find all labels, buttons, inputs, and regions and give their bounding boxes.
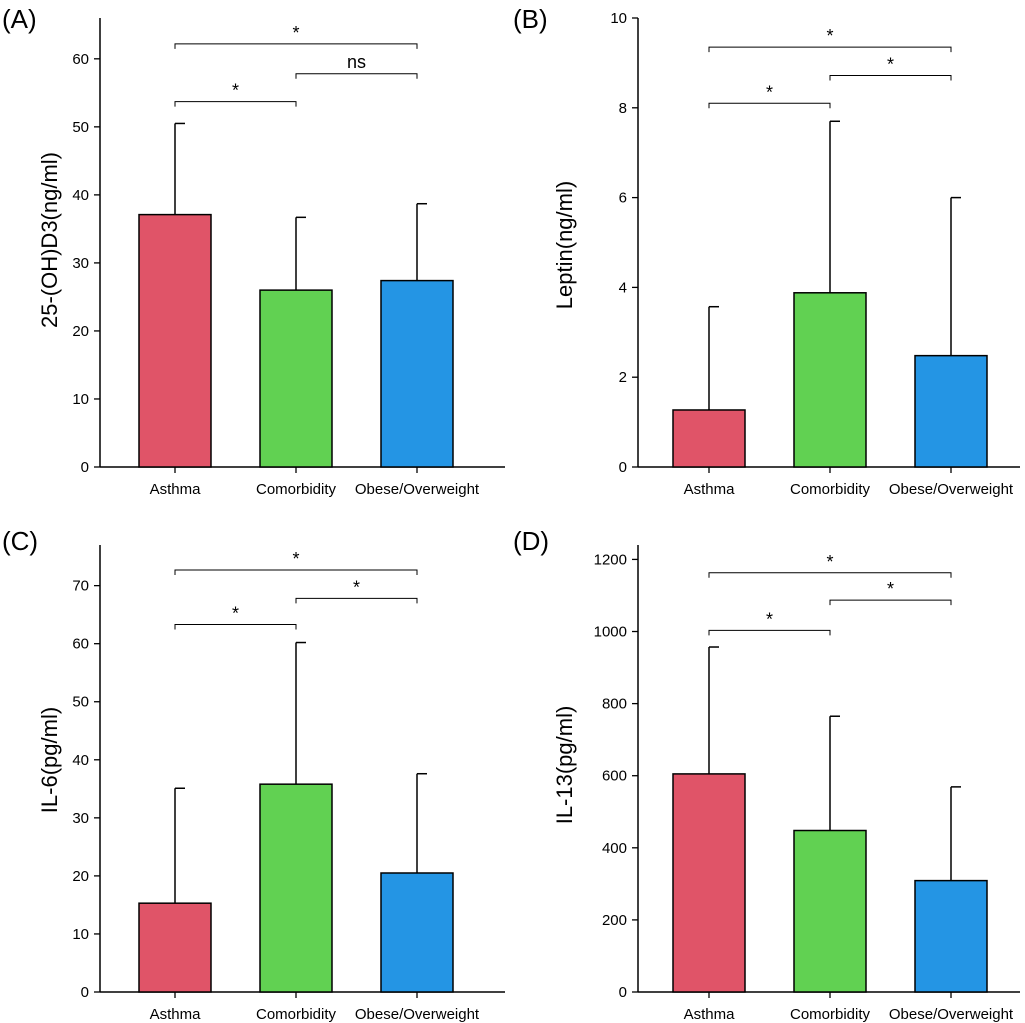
significance-bracket: [295, 73, 418, 79]
bar-asthma: [138, 902, 212, 993]
y-tick-label: 20: [72, 868, 89, 885]
panel-c: (C) IL-6(pg/ml) 0 10 20 30 40 50 60 70 Asthma Comor…: [2, 526, 505, 1023]
x-tick-label: Comorbidity: [256, 481, 337, 498]
x-tick-label: Comorbidity: [790, 481, 871, 498]
significance-bracket: [295, 597, 418, 604]
significance-bracket: [708, 102, 831, 109]
significance-label: *: [766, 609, 773, 629]
y-tick-label: 0: [81, 459, 89, 476]
x-tick-label: Asthma: [684, 1006, 736, 1023]
significance-bracket: [829, 74, 952, 81]
y-tick-label: 30: [72, 810, 89, 827]
y-axis-label: IL-6(pg/ml): [37, 707, 62, 813]
significance-label: *: [292, 23, 299, 43]
significance-bracket: [829, 599, 952, 606]
y-tick-label: 1200: [594, 551, 627, 568]
x-tick-label: Obese/Overweight: [889, 481, 1014, 498]
y-tick-label: 60: [72, 636, 89, 653]
y-tick-label: 800: [602, 696, 627, 713]
panel-letter: (A): [2, 4, 37, 34]
significance-label: *: [292, 549, 299, 569]
significance-label: *: [887, 54, 894, 74]
significance-label: ns: [347, 52, 366, 72]
y-tick-label: 0: [619, 984, 627, 1001]
x-tick-label: Comorbidity: [790, 1006, 871, 1023]
y-axis-label: IL-13(pg/ml): [552, 706, 577, 825]
y-tick-label: 200: [602, 912, 627, 929]
y-tick-label: 30: [72, 255, 89, 272]
significance-bracket: [708, 46, 952, 53]
significance-label: *: [232, 81, 239, 101]
y-tick-label: 70: [72, 578, 89, 595]
y-tick-label: 0: [81, 984, 89, 1001]
y-tick-label: 6: [619, 190, 627, 207]
x-tick-label: Asthma: [150, 481, 202, 498]
panel-a: (A) 25-(OH)D3(ng/ml) 0 10 20 30 40 50 60 Asthma Co…: [2, 4, 505, 498]
bar-obese-overweight: [914, 879, 988, 993]
bar-asthma: [672, 409, 746, 468]
significance-label: *: [826, 26, 833, 46]
bar-asthma: [138, 213, 212, 468]
x-tick-label: Obese/Overweight: [355, 481, 480, 498]
y-tick-label: 60: [72, 51, 89, 68]
y-tick-label: 400: [602, 840, 627, 857]
y-tick-label: 20: [72, 323, 89, 340]
panel-letter: (B): [513, 4, 548, 34]
bar-comorbidity: [793, 292, 867, 468]
y-axis-label: Leptin(ng/ml): [552, 181, 577, 309]
significance-label: *: [353, 577, 360, 597]
y-tick-label: 10: [610, 10, 627, 27]
bar-comorbidity: [259, 289, 333, 468]
bar-comorbidity: [793, 829, 867, 993]
significance-bracket: [708, 629, 831, 636]
y-tick-label: 10: [72, 391, 89, 408]
significance-bracket: [174, 43, 418, 49]
bar-asthma: [672, 773, 746, 993]
significance-bracket: [708, 572, 952, 578]
bar-obese-overweight: [380, 279, 454, 468]
significance-label: *: [766, 82, 773, 102]
y-tick-label: 40: [72, 752, 89, 769]
y-tick-label: 1000: [594, 624, 627, 641]
bar-obese-overweight: [380, 872, 454, 993]
significance-label: *: [887, 579, 894, 599]
significance-label: *: [232, 604, 239, 624]
y-axis-label: 25-(OH)D3(ng/ml): [37, 152, 62, 328]
y-tick-label: 40: [72, 187, 89, 204]
panel-d: (D) IL-13(pg/ml) 0 200 400 600 800 1000 1200 Asth…: [513, 526, 1020, 1023]
y-tick-label: 2: [619, 369, 627, 386]
significance-bracket: [174, 624, 297, 630]
x-tick-label: Comorbidity: [256, 1006, 337, 1023]
x-tick-label: Obese/Overweight: [355, 1006, 480, 1023]
significance-bracket: [174, 101, 297, 107]
panel-letter: (C): [2, 526, 38, 556]
significance-bracket: [174, 569, 418, 575]
panel-letter: (D): [513, 526, 549, 556]
y-tick-label: 50: [72, 694, 89, 711]
y-tick-label: 0: [619, 459, 627, 476]
y-tick-label: 8: [619, 100, 627, 117]
y-tick-label: 4: [619, 279, 627, 296]
y-tick-label: 600: [602, 768, 627, 785]
x-tick-label: Asthma: [684, 481, 736, 498]
y-tick-label: 50: [72, 119, 89, 136]
y-tick-label: 10: [72, 926, 89, 943]
panel-b: (B) Leptin(ng/ml) 0 2 4 6 8 10 Asthma Comorbidity…: [513, 4, 1020, 498]
x-tick-label: Obese/Overweight: [889, 1006, 1014, 1023]
x-tick-label: Asthma: [150, 1006, 202, 1023]
bar-comorbidity: [259, 783, 333, 993]
bar-obese-overweight: [914, 354, 988, 468]
significance-label: *: [826, 552, 833, 572]
